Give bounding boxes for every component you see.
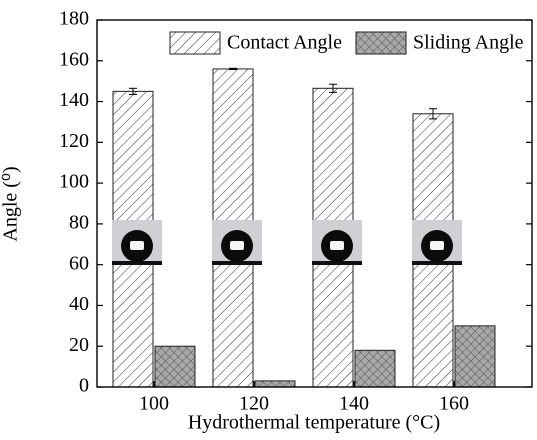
bar	[354, 349, 396, 388]
x-tick-label: 100	[139, 393, 169, 415]
y-tick-label: 180	[59, 8, 89, 30]
error-bar	[429, 108, 437, 120]
x-axis-label: Hydrothermal temperature (°C)	[188, 412, 440, 434]
y-tick-label: 80	[69, 211, 89, 233]
error-bar	[229, 67, 237, 71]
error-bar	[329, 83, 337, 93]
y-tick-label: 20	[69, 334, 89, 356]
x-tick-label: 140	[339, 393, 369, 415]
error-bar	[129, 87, 137, 95]
y-axis-label: Angle (⁰)	[0, 166, 22, 241]
y-tick-label: 160	[59, 48, 89, 70]
droplet-highlight	[130, 241, 144, 250]
y-tick-label: 120	[59, 130, 89, 152]
droplet-highlight	[230, 241, 244, 250]
legend-swatch	[169, 31, 221, 55]
droplet-substrate	[212, 261, 262, 265]
bar	[454, 325, 496, 388]
droplet-highlight	[330, 241, 344, 250]
legend-label: Sliding Angle	[413, 32, 524, 54]
x-tick-label: 160	[439, 393, 469, 415]
y-tick-label: 140	[59, 89, 89, 111]
y-tick-label: 0	[79, 375, 89, 397]
y-tick-label: 40	[69, 293, 89, 315]
legend-label: Contact Angle	[227, 32, 342, 54]
droplet-substrate	[312, 261, 362, 265]
droplet-substrate	[412, 261, 462, 265]
y-tick-label: 100	[59, 171, 89, 193]
droplet-substrate	[112, 261, 162, 265]
x-tick-label: 120	[239, 393, 269, 415]
bar	[154, 345, 196, 388]
droplet-highlight	[430, 241, 444, 250]
plot-frame	[96, 19, 533, 388]
bar	[254, 380, 296, 388]
y-tick-label: 60	[69, 252, 89, 274]
legend-swatch	[355, 31, 407, 55]
